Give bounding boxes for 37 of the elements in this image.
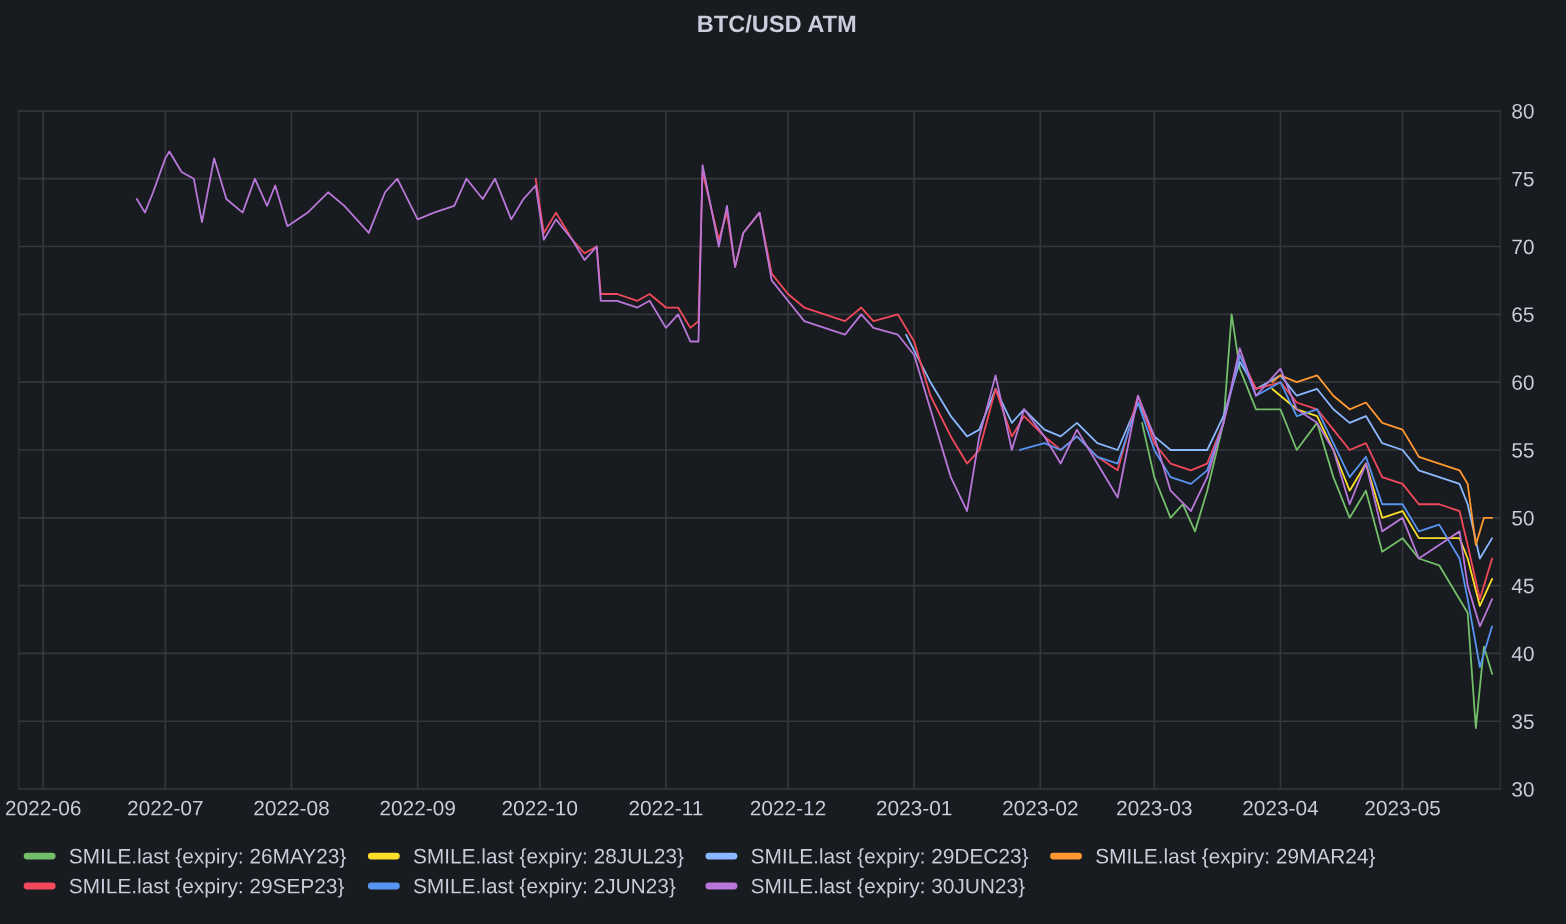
x-tick-label: 2023-04 — [1243, 800, 1319, 816]
line-series — [1271, 388, 1493, 607]
legend-label: SMILE.last {expiry: 30JUN23} — [751, 878, 1025, 898]
legend-label: SMILE.last {expiry: 2JUN23} — [413, 878, 676, 898]
y-tick-label: 55 — [1512, 443, 1534, 458]
line-series — [135, 150, 1493, 628]
x-tick-label: 2022-06 — [6, 800, 81, 816]
x-tick-label: 2023-05 — [1365, 800, 1440, 816]
y-tick-label: 70 — [1512, 239, 1534, 255]
line-series — [1019, 354, 1493, 668]
x-tick-label: 2022-08 — [254, 800, 329, 816]
y-tick-label: 45 — [1511, 578, 1534, 594]
x-tick-label: 2023-03 — [1117, 800, 1192, 816]
y-tick-label: 30 — [1512, 782, 1534, 797]
legend-label: SMILE.last {expiry: 29SEP23} — [69, 878, 345, 898]
x-tick-label: 2022-11 — [629, 800, 703, 816]
legend-label: SMILE.last {expiry: 29DEC23} — [751, 848, 1029, 868]
legend-label: SMILE.last {expiry: 28JUL23} — [413, 848, 684, 868]
y-tick-label: 40 — [1511, 646, 1534, 662]
y-tick-label: 60 — [1512, 375, 1534, 390]
x-tick-label: 2022-12 — [750, 800, 826, 816]
y-tick-label: 80 — [1512, 103, 1534, 119]
y-tick-label: 50 — [1512, 510, 1534, 526]
line-series — [1141, 313, 1493, 729]
y-tick-label: 75 — [1512, 171, 1534, 187]
y-tick-label: 65 — [1512, 307, 1534, 323]
x-tick-label: 2023-02 — [1003, 800, 1078, 816]
legend-label: SMILE.last {expiry: 29MAR24} — [1096, 848, 1376, 868]
line-series — [905, 333, 1493, 560]
line-series — [1271, 374, 1493, 546]
x-tick-label: 2023-01 — [876, 800, 952, 816]
y-tick-label: 35 — [1512, 714, 1534, 730]
legend-label: SMILE.last {expiry: 26MAY23} — [69, 848, 346, 868]
x-tick-label: 2022-10 — [502, 800, 578, 816]
x-tick-label: 2022-09 — [380, 800, 455, 816]
chart-title: BTC/USD ATM — [698, 14, 856, 33]
x-tick-label: 2022-07 — [128, 800, 203, 816]
